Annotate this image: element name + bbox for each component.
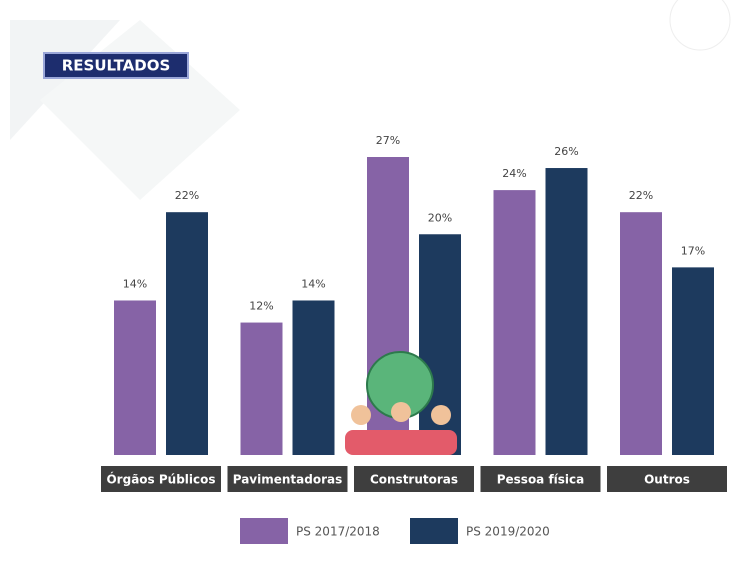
bar [493, 190, 536, 455]
badge-box [43, 52, 189, 79]
value-label: 24% [502, 167, 526, 180]
x-tick-label: Pavimentadoras [233, 473, 343, 487]
value-label: 12% [249, 300, 273, 313]
icon [345, 430, 457, 455]
bar [545, 168, 588, 455]
category-box [354, 466, 474, 492]
legend-swatch [410, 518, 458, 544]
value-label: 22% [175, 189, 199, 202]
category-box [101, 466, 221, 492]
value-label: 26% [554, 145, 578, 158]
icon [351, 405, 371, 425]
legend-label: PS 2019/2020 [466, 525, 550, 539]
legend-label: PS 2017/2018 [296, 525, 380, 539]
bar [114, 300, 156, 455]
icon [431, 405, 451, 425]
icon [391, 402, 411, 422]
x-tick-label: Construtoras [370, 473, 458, 487]
value-label: 22% [629, 189, 653, 202]
value-label: 27% [376, 134, 400, 147]
x-tick-label: Órgãos Públicos [106, 472, 215, 487]
bar [672, 267, 714, 455]
bar [292, 300, 335, 455]
legend-swatch [240, 518, 288, 544]
bar [166, 212, 208, 455]
category-box [227, 466, 348, 492]
x-tick-label: Pessoa física [497, 473, 585, 487]
value-label: 20% [428, 211, 452, 224]
decoration [669, 0, 731, 51]
bar [620, 212, 662, 455]
category-box [607, 466, 727, 492]
value-label: 14% [123, 277, 147, 290]
badge-text: RESULTADOS [62, 57, 171, 75]
category-box [480, 466, 601, 492]
bar [240, 322, 283, 455]
x-tick-label: Outros [644, 473, 690, 487]
value-label: 14% [301, 277, 325, 290]
value-label: 17% [681, 244, 705, 257]
